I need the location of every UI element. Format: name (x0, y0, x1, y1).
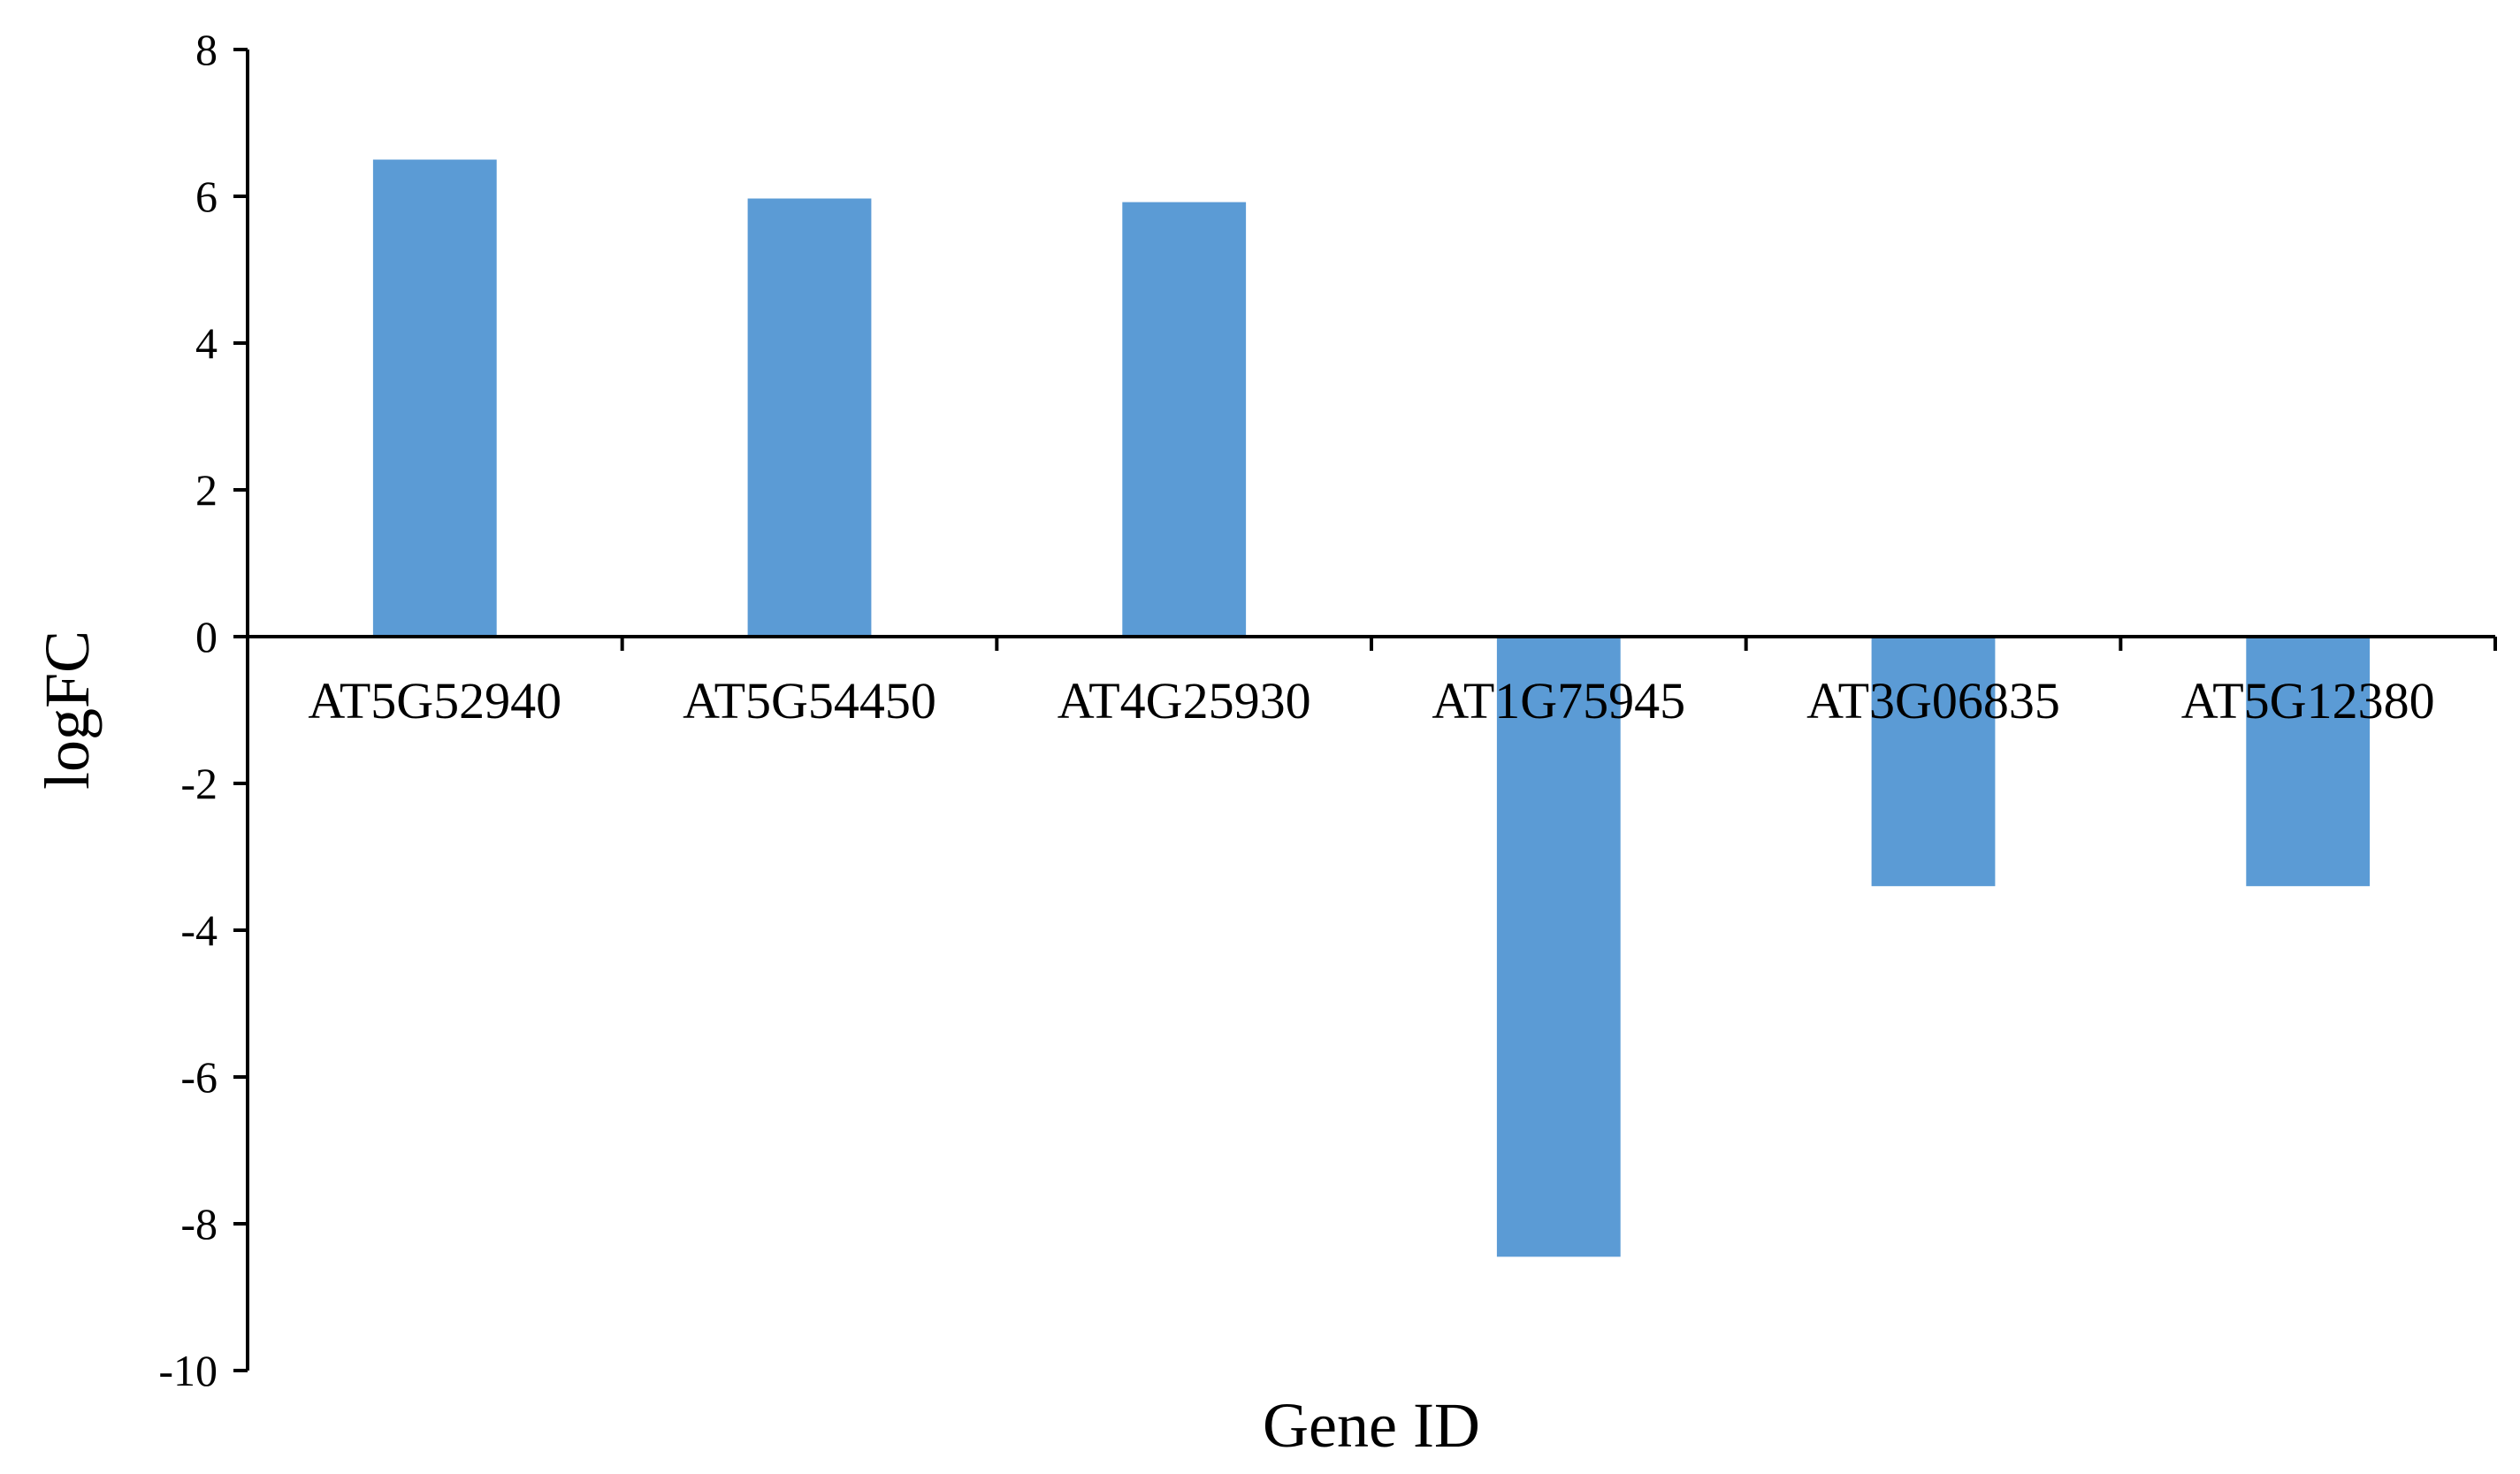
bar-AT1G75945 (1496, 637, 1621, 1257)
y-tick-label: 0 (195, 612, 218, 661)
y-tick-label: -4 (180, 905, 218, 955)
y-tick-label: -6 (180, 1052, 218, 1102)
category-label-AT5G54450: AT5G54450 (683, 672, 936, 729)
bar-AT3G06835 (1871, 637, 1996, 887)
y-tick-label: -10 (158, 1346, 218, 1395)
y-tick-label: 8 (195, 25, 218, 74)
y-tick-label: -2 (180, 759, 218, 808)
category-label-AT4G25930: AT4G25930 (1058, 672, 1311, 729)
labels-layer: 8 6 4 2 0 -2 -4 -6 -8 -10 AT5G52940 AT5G54450 AT4G25… (158, 25, 2434, 1395)
y-tick-label: 4 (195, 318, 218, 368)
category-label-AT5G12380: AT5G12380 (2181, 672, 2435, 729)
y-tick-label: 2 (195, 465, 218, 515)
y-tick-label: 6 (195, 172, 218, 221)
axes-layer (233, 48, 2497, 1372)
bar-AT5G12380 (2246, 637, 2371, 887)
x-axis-title: Gene ID (1263, 1390, 1480, 1461)
bar-AT4G25930 (1122, 202, 1247, 637)
category-label-AT1G75945: AT1G75945 (1432, 672, 1685, 729)
y-tick-label: -8 (180, 1199, 218, 1249)
category-label-AT5G52940: AT5G52940 (308, 672, 561, 729)
y-axis-title: logFC (32, 630, 103, 790)
bar-AT5G52940 (372, 159, 497, 637)
category-label-AT3G06835: AT3G06835 (1806, 672, 2060, 729)
bar-AT5G54450 (747, 198, 872, 637)
bars-layer (372, 159, 2371, 1257)
